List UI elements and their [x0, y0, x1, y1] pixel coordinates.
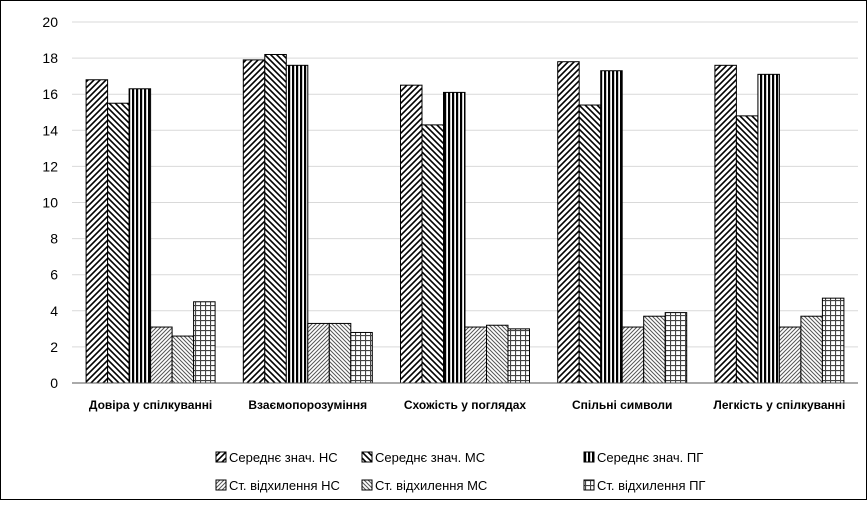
bar — [800, 315, 823, 384]
bar — [107, 102, 130, 384]
y-tick-label: 6 — [50, 267, 58, 283]
x-category-label: Спільні символи — [572, 398, 672, 412]
y-tick-label: 14 — [42, 122, 58, 138]
bar — [421, 124, 444, 384]
y-tick-label: 20 — [42, 14, 58, 30]
y-tick-label: 12 — [42, 158, 58, 174]
bar — [85, 79, 109, 384]
y-tick-label: 10 — [42, 195, 58, 211]
legend-swatch — [583, 451, 595, 463]
legend-swatch — [215, 479, 227, 491]
legend-label: Середнє знач. МС — [375, 450, 485, 465]
bar — [443, 91, 466, 384]
bar — [464, 326, 487, 384]
bar — [557, 61, 580, 384]
x-category-label: Взаємопорозуміння — [248, 398, 367, 412]
legend-label: Ст. відхилення НС — [229, 478, 340, 493]
bar — [621, 326, 645, 384]
x-category-label: Легкість у спілкуванні — [713, 398, 845, 412]
bar — [643, 315, 666, 384]
legend-swatch — [215, 451, 227, 463]
bar — [193, 301, 216, 384]
bar — [735, 115, 759, 384]
bar — [600, 70, 623, 384]
y-tick-label: 0 — [50, 375, 58, 391]
bar — [307, 322, 330, 384]
legend-swatch — [361, 451, 373, 463]
y-axis-ticks: 0 2 4 6 8 10 12 14 16 18 20 — [42, 14, 58, 391]
x-category-label: Схожість у поглядах — [404, 398, 527, 412]
bar — [128, 88, 152, 384]
y-tick-label: 16 — [42, 86, 58, 102]
bar — [578, 104, 602, 384]
y-tick-label: 18 — [42, 50, 58, 66]
legend-swatch — [583, 479, 595, 491]
legend: Середнє знач. НС Середнє знач. МС Середнє … — [215, 450, 705, 493]
bar — [350, 331, 373, 384]
bar — [507, 328, 530, 384]
bar — [285, 64, 309, 384]
bars — [85, 53, 845, 384]
bar — [328, 322, 352, 384]
bar — [714, 64, 737, 384]
legend-swatch — [361, 479, 373, 491]
bar — [821, 297, 845, 384]
bar — [400, 84, 423, 384]
bar — [242, 59, 266, 384]
y-tick-label: 8 — [50, 231, 58, 247]
bar — [486, 324, 509, 384]
legend-label: Ст. відхилення ПГ — [597, 478, 705, 493]
x-axis-labels: Довіра у спілкуванні Взаємопорозуміння Схо… — [89, 398, 845, 412]
x-category-label: Довіра у спілкуванні — [89, 398, 212, 412]
bar — [664, 312, 688, 384]
bar — [778, 326, 802, 384]
bar — [171, 335, 195, 384]
y-tick-label: 2 — [50, 339, 58, 355]
bar — [150, 326, 173, 384]
legend-label: Ст. відхилення МС — [375, 478, 487, 493]
bar — [757, 73, 780, 384]
legend-label: Середнє знач. ПГ — [597, 450, 703, 465]
y-tick-label: 4 — [50, 303, 58, 319]
legend-label: Середнє знач. НС — [229, 450, 338, 465]
bar — [264, 53, 287, 384]
